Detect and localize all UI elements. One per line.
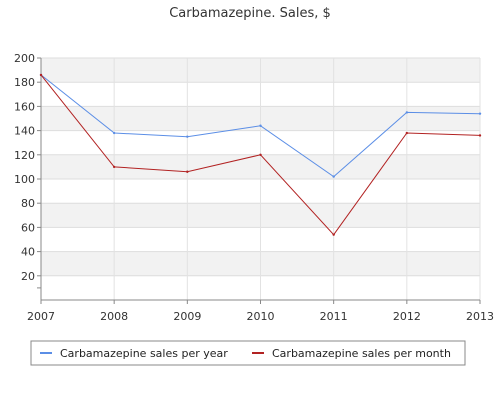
y-tick-label: 120 bbox=[14, 149, 35, 162]
y-tick-label: 100 bbox=[14, 173, 35, 186]
data-point bbox=[259, 153, 262, 156]
data-point bbox=[186, 170, 189, 173]
x-tick-label: 2010 bbox=[247, 310, 275, 323]
legend: Carbamazepine sales per year Carbamazepin… bbox=[30, 340, 466, 366]
series-lines bbox=[39, 73, 482, 236]
x-tick-label: 2008 bbox=[100, 310, 128, 323]
data-point bbox=[478, 134, 482, 137]
x-axis-ticks: 2007 2008 2009 2010 2011 2012 2013 bbox=[27, 300, 494, 323]
y-tick-label: 140 bbox=[14, 125, 35, 138]
data-point bbox=[39, 73, 43, 77]
data-point bbox=[405, 111, 409, 114]
y-tick-label: 40 bbox=[21, 246, 35, 259]
legend-label: Carbamazepine sales per year bbox=[60, 347, 228, 360]
x-tick-label: 2012 bbox=[393, 310, 421, 323]
x-tick-label: 2009 bbox=[173, 310, 201, 323]
grid-lines bbox=[40, 57, 481, 300]
data-point bbox=[112, 131, 116, 135]
data-point bbox=[332, 175, 335, 178]
y-tick-label: 180 bbox=[14, 76, 35, 89]
x-tick-label: 2007 bbox=[27, 310, 55, 323]
y-tick-label: 80 bbox=[21, 197, 35, 210]
data-point bbox=[478, 112, 482, 115]
x-tick-label: 2011 bbox=[320, 310, 348, 323]
data-point bbox=[112, 165, 116, 169]
data-point bbox=[186, 135, 189, 138]
chart-title: Carbamazepine. Sales, $ bbox=[169, 6, 331, 21]
data-point bbox=[405, 131, 409, 135]
y-axis-ticks: 20 40 60 80 100 120 140 160 180 200 bbox=[14, 52, 41, 289]
data-point bbox=[259, 124, 262, 127]
y-tick-label: 60 bbox=[21, 221, 35, 234]
legend-box bbox=[30, 340, 466, 366]
y-tick-label: 20 bbox=[21, 270, 35, 283]
y-tick-label: 200 bbox=[14, 52, 35, 65]
legend-label: Carbamazepine sales per month bbox=[272, 347, 451, 360]
x-tick-label: 2013 bbox=[466, 310, 494, 323]
data-point bbox=[332, 233, 335, 236]
y-tick-label: 160 bbox=[14, 100, 35, 113]
